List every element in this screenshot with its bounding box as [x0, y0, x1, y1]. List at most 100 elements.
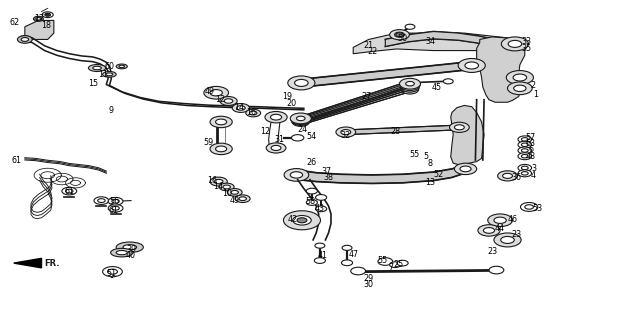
Text: 32: 32: [341, 131, 351, 140]
Ellipse shape: [116, 64, 127, 69]
Circle shape: [494, 233, 521, 247]
Text: 41: 41: [317, 251, 327, 260]
Text: 1: 1: [533, 91, 538, 100]
Circle shape: [112, 206, 119, 210]
Text: 37: 37: [322, 167, 332, 176]
Circle shape: [291, 116, 310, 125]
Circle shape: [291, 135, 304, 141]
Ellipse shape: [123, 244, 136, 250]
Ellipse shape: [93, 66, 102, 70]
Ellipse shape: [116, 251, 127, 255]
Circle shape: [316, 195, 327, 200]
Circle shape: [210, 116, 232, 128]
Ellipse shape: [103, 71, 116, 77]
Circle shape: [42, 12, 53, 18]
Text: 17: 17: [35, 14, 45, 23]
Circle shape: [288, 76, 315, 90]
Circle shape: [400, 80, 420, 91]
Circle shape: [290, 172, 303, 178]
Circle shape: [405, 82, 414, 86]
Circle shape: [502, 37, 528, 51]
Ellipse shape: [116, 242, 143, 252]
Circle shape: [271, 145, 281, 150]
Circle shape: [94, 197, 108, 204]
Circle shape: [112, 199, 119, 203]
Text: 47: 47: [348, 250, 358, 259]
Circle shape: [514, 85, 526, 92]
Text: 18: 18: [41, 21, 51, 30]
Circle shape: [36, 18, 41, 20]
Circle shape: [507, 70, 533, 84]
Circle shape: [501, 236, 515, 244]
Circle shape: [394, 32, 404, 37]
Text: 44: 44: [495, 224, 505, 233]
Circle shape: [297, 218, 307, 223]
Circle shape: [204, 86, 229, 99]
Text: 7: 7: [388, 263, 394, 272]
Circle shape: [405, 24, 415, 29]
Polygon shape: [303, 62, 471, 87]
Circle shape: [405, 87, 414, 92]
Circle shape: [378, 258, 392, 265]
Text: 3: 3: [531, 164, 536, 173]
Text: 25: 25: [394, 260, 404, 268]
Text: 50: 50: [397, 34, 407, 43]
Circle shape: [489, 266, 504, 274]
Polygon shape: [303, 85, 409, 123]
Circle shape: [513, 74, 526, 81]
Circle shape: [450, 122, 469, 132]
Circle shape: [107, 269, 117, 274]
Text: 55: 55: [410, 150, 420, 159]
Text: 60: 60: [104, 62, 115, 71]
Text: 13: 13: [425, 178, 435, 187]
Circle shape: [223, 185, 231, 189]
Text: 61: 61: [12, 156, 22, 165]
Circle shape: [521, 166, 528, 170]
Text: 15: 15: [87, 79, 98, 88]
Circle shape: [389, 30, 409, 40]
Text: 24: 24: [297, 125, 307, 134]
Circle shape: [521, 149, 528, 152]
Circle shape: [484, 228, 495, 233]
Circle shape: [521, 138, 528, 141]
Circle shape: [237, 106, 245, 110]
Text: 14: 14: [214, 182, 224, 191]
Circle shape: [103, 267, 122, 277]
Circle shape: [498, 171, 517, 181]
Text: 49: 49: [205, 87, 215, 96]
Text: 63: 63: [526, 139, 536, 148]
Circle shape: [342, 245, 352, 251]
Circle shape: [216, 146, 227, 152]
Circle shape: [520, 203, 538, 212]
Circle shape: [454, 125, 464, 130]
Circle shape: [239, 197, 246, 201]
Text: 61: 61: [108, 206, 118, 215]
Circle shape: [296, 120, 305, 124]
Circle shape: [518, 147, 531, 154]
Polygon shape: [303, 81, 409, 121]
Circle shape: [296, 118, 305, 123]
Text: 2: 2: [531, 81, 536, 90]
Circle shape: [215, 179, 223, 184]
Ellipse shape: [89, 65, 105, 71]
Text: 48: 48: [526, 152, 536, 161]
Text: 8: 8: [427, 159, 432, 168]
Text: 19: 19: [282, 92, 292, 101]
Text: 11: 11: [98, 70, 108, 79]
Text: 51: 51: [106, 269, 117, 278]
Circle shape: [521, 143, 528, 147]
Ellipse shape: [110, 248, 133, 257]
Text: 12: 12: [215, 95, 226, 104]
Text: 10: 10: [222, 189, 232, 198]
Circle shape: [508, 40, 521, 47]
Polygon shape: [303, 87, 409, 124]
Circle shape: [220, 97, 237, 105]
Circle shape: [458, 59, 485, 72]
Circle shape: [98, 199, 105, 203]
Circle shape: [265, 111, 287, 123]
Circle shape: [219, 183, 234, 191]
Text: 38: 38: [324, 173, 334, 182]
Polygon shape: [25, 20, 54, 39]
Circle shape: [503, 173, 513, 178]
Circle shape: [293, 215, 311, 225]
